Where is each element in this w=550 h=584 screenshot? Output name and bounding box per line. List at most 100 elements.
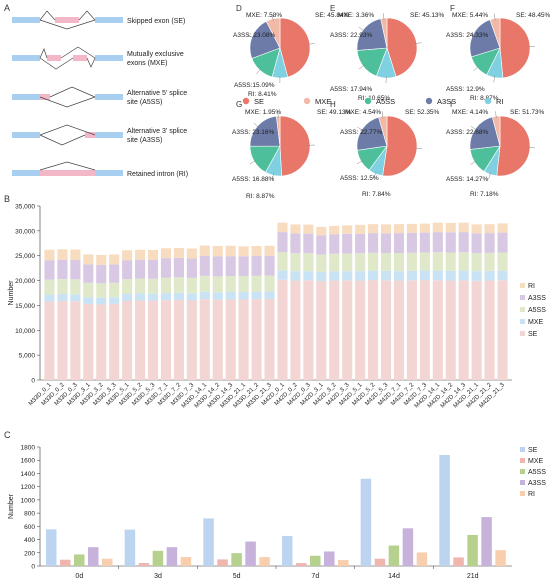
bar-segment-ri bbox=[484, 224, 495, 234]
bar-segment-a3ss bbox=[316, 235, 327, 255]
bar-segment-ri bbox=[109, 254, 120, 265]
bar-segment-ri bbox=[238, 246, 249, 257]
bar-segment-se bbox=[355, 280, 366, 380]
bar-segment-a3ss bbox=[212, 256, 223, 277]
bar-segment-a5ss bbox=[96, 283, 107, 298]
bar-segment-ri bbox=[329, 225, 340, 235]
bar-segment-a5ss bbox=[277, 251, 288, 271]
bar-segment-mxe bbox=[419, 270, 430, 281]
bar-se bbox=[203, 518, 214, 566]
pie-label-ri: RI: 10.65% bbox=[358, 95, 390, 102]
legend-dot-ri bbox=[484, 97, 492, 105]
bar-segment-mxe bbox=[96, 297, 107, 305]
bar-segment-mxe bbox=[109, 297, 120, 304]
pie-label-a5ss: A5SS: 16.88% bbox=[232, 176, 274, 183]
bar-segment-ri bbox=[290, 224, 301, 234]
bar-segment-a3ss bbox=[406, 232, 417, 253]
bar-segment-ri bbox=[342, 225, 353, 234]
bar-segment-a3ss bbox=[57, 259, 68, 280]
bar-a5ss bbox=[74, 554, 85, 566]
bar-segment-ri bbox=[57, 249, 68, 260]
legend-dot-mxe bbox=[303, 97, 311, 105]
pie-slice-se bbox=[382, 115, 418, 177]
pie-label-mxe: MXE: 1.95% bbox=[245, 109, 281, 116]
y-tick-label: 1200 bbox=[21, 484, 36, 491]
pie-label-a3ss: A3SS: 23.08% bbox=[233, 32, 275, 39]
pie-label-a5ss: A5SS:15.09% bbox=[234, 82, 275, 89]
legend-swatch-ri bbox=[520, 283, 525, 288]
bar-segment-ri bbox=[497, 223, 508, 233]
bar-ri bbox=[495, 550, 506, 566]
x-tick-label: 0d bbox=[75, 573, 83, 580]
y-tick-label: 1400 bbox=[21, 471, 36, 478]
pie-leader bbox=[488, 172, 492, 180]
legend-swatch-ri bbox=[520, 491, 525, 496]
panel-label-a: A bbox=[4, 3, 10, 13]
legend-label-se: SE bbox=[528, 447, 538, 454]
bar-a3ss bbox=[402, 528, 414, 566]
bar-segment-mxe bbox=[251, 291, 262, 300]
bar-segment-a5ss bbox=[83, 282, 94, 298]
pie-label-a5ss: A5SS: 12.5% bbox=[340, 175, 379, 182]
bar-segment-a3ss bbox=[83, 264, 94, 283]
splice-type-label: Alternative 5' splice bbox=[127, 90, 187, 97]
exon-right bbox=[95, 132, 123, 138]
junction-left bbox=[39, 10, 56, 21]
splice-type-label: Alternative 3' splice bbox=[127, 128, 187, 135]
pie-leader bbox=[493, 75, 496, 83]
bar-segment-a3ss bbox=[44, 260, 55, 280]
bar-se bbox=[439, 454, 450, 566]
splice-type-label: Mutually exclusive bbox=[127, 51, 184, 58]
bar-segment-a5ss bbox=[160, 277, 172, 293]
bar-ri bbox=[259, 557, 270, 566]
splice-type-label: site (A3SS) bbox=[127, 137, 162, 144]
pie-leader bbox=[493, 13, 496, 21]
bar-a5ss bbox=[467, 534, 478, 566]
bar-segment-mxe bbox=[173, 292, 184, 300]
y-tick-label: 600 bbox=[24, 524, 35, 531]
pie-leader bbox=[470, 126, 478, 131]
bar-segment-ri bbox=[406, 223, 417, 233]
bar-segment-se bbox=[316, 281, 327, 380]
bar-ri bbox=[180, 557, 192, 566]
exon-right bbox=[95, 17, 123, 23]
bar-segment-se bbox=[160, 300, 172, 380]
bar-segment-se bbox=[70, 301, 81, 380]
pie-label-se: SE: 49.13% bbox=[317, 109, 352, 116]
junction-short bbox=[39, 96, 96, 108]
y-tick-label: 1800 bbox=[21, 445, 36, 452]
bar-segment-a3ss bbox=[251, 255, 262, 276]
bar-ri bbox=[416, 552, 428, 566]
legend-label-a5ss: A5SS bbox=[528, 307, 546, 314]
y-tick-label: 15,000 bbox=[15, 303, 35, 310]
pie-label-se: SE: 45.84% bbox=[315, 12, 350, 19]
panel-label-b: B bbox=[4, 194, 10, 204]
bar-segment-mxe bbox=[342, 271, 353, 281]
bar-segment-ri bbox=[251, 246, 262, 256]
bar-segment-mxe bbox=[147, 293, 159, 301]
legend-dot-a3ss bbox=[425, 97, 433, 105]
pie-slice-se bbox=[279, 115, 311, 177]
bar-segment-a5ss bbox=[484, 252, 495, 271]
splice-row-ri: Retained intron (RI) bbox=[12, 161, 188, 178]
splice-type-label: exons (MXE) bbox=[127, 60, 167, 67]
pie-leader bbox=[495, 111, 497, 119]
exon-right bbox=[95, 94, 123, 100]
bar-segment-se bbox=[303, 280, 314, 380]
bar-segment-se bbox=[471, 280, 482, 380]
bar-segment-a3ss bbox=[199, 255, 210, 276]
bar-segment-ri bbox=[303, 224, 314, 234]
bar-segment-ri bbox=[380, 224, 392, 234]
bar-se bbox=[360, 478, 372, 566]
bar-segment-ri bbox=[225, 245, 236, 257]
bar-segment-a5ss bbox=[393, 252, 405, 272]
bar-segment-ri bbox=[368, 224, 379, 234]
legend-label-ri: RI bbox=[528, 283, 535, 290]
bar-segment-se bbox=[199, 299, 210, 380]
legend-label-ri: RI bbox=[496, 97, 504, 106]
pie-leader bbox=[414, 42, 422, 44]
bar-segment-mxe bbox=[497, 270, 508, 281]
pie-leader bbox=[307, 43, 315, 45]
pie-label-a5ss: A5SS: 14.27% bbox=[446, 176, 488, 183]
